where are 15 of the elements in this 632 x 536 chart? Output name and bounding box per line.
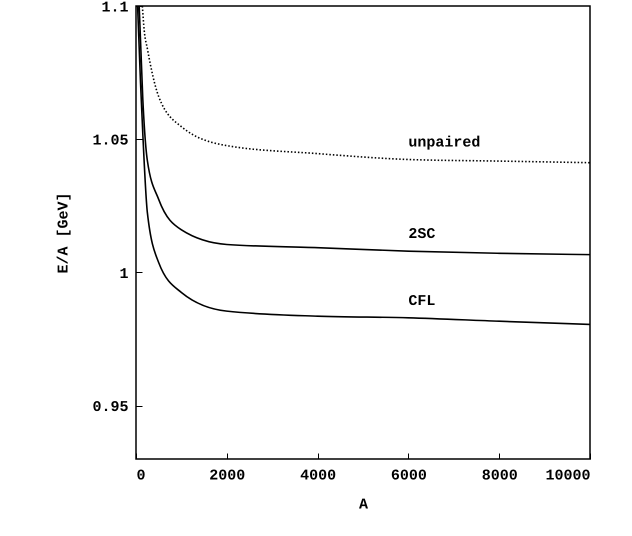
y-tick-label: 1 <box>119 266 128 283</box>
x-tick-label: 6000 <box>390 468 427 484</box>
x-tick-label: 8000 <box>482 468 518 484</box>
x-tick-label: 10000 <box>545 468 590 484</box>
series-label: CFL <box>408 292 436 310</box>
x-tick-label: 0 <box>136 468 146 484</box>
y-tick-label: 0.95 <box>92 399 128 416</box>
x-tick-label: 2000 <box>209 468 246 484</box>
series-label: 2SC <box>408 226 436 244</box>
series-label: unpaired <box>408 134 480 152</box>
x-axis-title: A <box>358 496 368 514</box>
x-tick-label: 4000 <box>300 468 336 484</box>
y-tick-label: 1.05 <box>92 132 128 150</box>
y-axis-title: E/A [GeV] <box>55 192 72 274</box>
y-tick-label: 1.1 <box>101 0 128 16</box>
